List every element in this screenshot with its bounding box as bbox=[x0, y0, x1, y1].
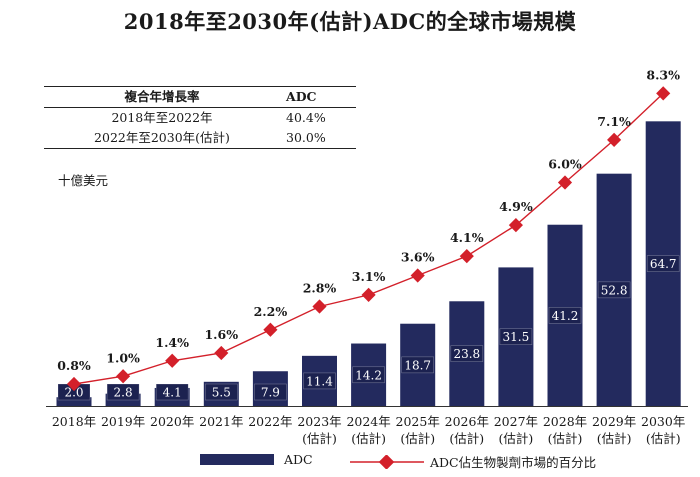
x-tick-label: 2018年 bbox=[52, 414, 96, 429]
line-point-label: 4.9% bbox=[499, 199, 533, 214]
legend-item-share: ADC佔生物製劑市場的百分比 bbox=[350, 452, 596, 471]
bar-value-label-bg bbox=[254, 383, 287, 401]
x-tick-label: 2023年 bbox=[297, 414, 341, 429]
bar-value-label: 5.5 bbox=[212, 386, 231, 400]
line-point-marker bbox=[66, 376, 82, 392]
bar-value-label: 14.2 bbox=[355, 368, 382, 382]
line-point-marker bbox=[263, 322, 278, 337]
cagr-row-value: 40.4% bbox=[286, 110, 326, 125]
cagr-row-period: 2022年至2030年(估計) bbox=[94, 130, 230, 145]
bar-value-label-bg bbox=[303, 372, 336, 390]
bar-value-label: 7.9 bbox=[261, 386, 280, 400]
x-tick-sublabel: (估計) bbox=[597, 431, 632, 446]
cagr-table: 複合年增長率 ADC 2018年至2022年 40.4% 2022年至2030年… bbox=[44, 86, 356, 149]
legend-line-swatch bbox=[350, 454, 424, 469]
bar-value-label-bg bbox=[401, 356, 435, 374]
legend-label-adc: ADC bbox=[284, 452, 313, 467]
bar-value-label: 18.7 bbox=[404, 358, 431, 372]
line-point-label: 8.3% bbox=[646, 67, 680, 82]
bar-value-label-bg bbox=[155, 383, 189, 401]
unit-label: 十億美元 bbox=[58, 173, 109, 188]
line-point-label: 3.1% bbox=[352, 269, 386, 284]
bar-value-label: 23.8 bbox=[453, 347, 480, 361]
bar-value-label-bg bbox=[106, 383, 140, 401]
line-point-marker bbox=[116, 369, 131, 384]
x-tick-label: 2025年 bbox=[396, 414, 440, 429]
x-tick-sublabel: (估計) bbox=[499, 431, 534, 446]
bar-value-label-bg bbox=[646, 255, 680, 272]
line-point-marker bbox=[557, 175, 573, 190]
line-point-marker bbox=[361, 287, 376, 302]
bar-value-label-bg bbox=[352, 366, 385, 384]
x-tick-label: 2026年 bbox=[445, 414, 489, 429]
line-point-label: 1.4% bbox=[155, 335, 189, 350]
line-point-label: 0.8% bbox=[57, 358, 91, 373]
cagr-table-header: 複合年增長率 ADC bbox=[44, 87, 356, 107]
bar-value-label: 11.4 bbox=[306, 374, 333, 388]
line-point-label: 1.0% bbox=[106, 350, 140, 365]
line-point-label: 1.6% bbox=[204, 327, 238, 342]
line-point-marker bbox=[214, 345, 229, 361]
line-point-marker bbox=[312, 299, 327, 314]
x-tick-label: 2027年 bbox=[494, 414, 538, 429]
bar-value-label-bg bbox=[205, 383, 238, 401]
bar-value-label-bg bbox=[548, 307, 582, 324]
bar-value-label-bg bbox=[499, 328, 533, 346]
bar-value-label-bg bbox=[450, 345, 484, 362]
chart-title: 2018年至2030年(估計)ADC的全球市場規模 bbox=[123, 9, 577, 34]
bar-value-label: 41.2 bbox=[552, 309, 579, 323]
cagr-table-row: 2022年至2030年(估計) 30.0% bbox=[44, 128, 356, 148]
x-tick-sublabel: (估計) bbox=[449, 431, 484, 446]
cagr-header-label: 複合年增長率 bbox=[124, 89, 200, 104]
bar-series: 2.0 2.8 4.1 5.5 7.9 11.4 14.2 18.7 23.8 31.5 41.2 5… bbox=[56, 121, 681, 406]
cagr-row-period: 2018年至2022年 bbox=[111, 110, 213, 125]
x-tick-label: 2024年 bbox=[346, 414, 390, 429]
bar-value-label: 64.7 bbox=[650, 257, 677, 271]
x-tick-label: 2022年 bbox=[248, 414, 292, 429]
bar-value-label: 52.8 bbox=[601, 283, 628, 297]
x-tick-sublabel: (估計) bbox=[351, 431, 386, 446]
x-tick-sublabel: (估計) bbox=[400, 431, 435, 446]
line-point-label: 7.1% bbox=[597, 114, 631, 129]
line-point-marker bbox=[165, 353, 180, 368]
x-tick-label: 2028年 bbox=[543, 414, 587, 429]
x-tick-labels: 2018年 2019年 2020年 2021年 2022年 2023年 (估計) 2024年 (… bbox=[52, 414, 686, 446]
x-tick-sublabel: (估計) bbox=[646, 431, 681, 446]
line-point-marker bbox=[656, 86, 671, 101]
x-tick-label: 2029年 bbox=[592, 414, 636, 429]
x-tick-label: 2030年 bbox=[641, 414, 685, 429]
line-point-marker bbox=[410, 268, 425, 283]
bar-value-label-bg bbox=[597, 281, 631, 299]
bar-value-label: 2.8 bbox=[114, 386, 133, 400]
bar-value-label: 2.0 bbox=[64, 386, 83, 400]
legend-item-adc: ADC bbox=[200, 452, 313, 467]
line-point-label: 2.2% bbox=[254, 304, 288, 319]
cagr-table-bottom-rule bbox=[44, 148, 356, 149]
cagr-table-top-rule bbox=[44, 86, 356, 87]
line-point-marker bbox=[459, 249, 474, 264]
bar bbox=[56, 397, 92, 406]
line-point-label: 2.8% bbox=[303, 281, 337, 296]
x-tick-label: 2019年 bbox=[101, 414, 145, 429]
x-tick-label: 2021年 bbox=[199, 414, 243, 429]
bar-value-label: 31.5 bbox=[503, 330, 530, 344]
cagr-header-adc: ADC bbox=[286, 89, 317, 104]
line-point-marker bbox=[607, 132, 622, 147]
legend-label-share: ADC佔生物製劑市場的百分比 bbox=[430, 455, 597, 470]
cagr-row-value: 30.0% bbox=[286, 130, 326, 145]
bar-value-label: 4.1 bbox=[163, 386, 182, 400]
legend-bar-swatch bbox=[200, 454, 274, 465]
x-tick-sublabel: (估計) bbox=[548, 431, 583, 446]
x-tick-sublabel: (估計) bbox=[302, 431, 337, 446]
line-point-label: 6.0% bbox=[548, 157, 582, 172]
line-point-label: 3.6% bbox=[401, 250, 435, 265]
line-point-label: 4.1% bbox=[450, 230, 484, 245]
cagr-table-row: 2018年至2022年 40.4% bbox=[44, 108, 356, 128]
x-tick-label: 2020年 bbox=[150, 414, 194, 429]
cagr-table-header-rule bbox=[44, 107, 356, 108]
line-series: 0.8% 1.0% 1.4% 1.6% 2.2% 2.8% 3.1% 3.6% 4.1% 4.9%… bbox=[57, 67, 680, 392]
